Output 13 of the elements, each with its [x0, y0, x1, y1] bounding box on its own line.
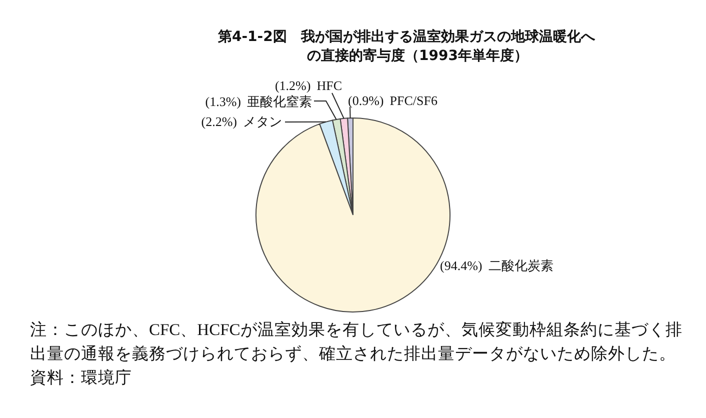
data-label: (94.4%): [440, 258, 482, 273]
data-label: (0.9%): [348, 93, 384, 108]
text: 資料：環境庁: [30, 367, 133, 389]
data-label: (1.3%): [205, 94, 241, 109]
data-label: (2.2%): [201, 114, 237, 129]
slice-label: 二酸化炭素: [488, 258, 554, 273]
slice-label: メタン: [243, 114, 282, 129]
chart-title: 第4-1-2図 我が国が排出する温室効果ガスの地球温暖化への直接的寄与度（1993年単年度）: [218, 28, 596, 66]
data-label: (1.2%): [274, 78, 311, 93]
text: 注：このほか、CFC、HCFCが温室効果を有しているが、気候変動枠組条約に基づく排出量の通報を義務づけられておらず、確立された排出量データがないため除外した。: [30, 319, 684, 365]
slice-label: HFC: [316, 78, 342, 93]
slice-label: PFC/SF6: [390, 93, 438, 108]
slice-label: 亜酸化窒素: [247, 94, 312, 109]
